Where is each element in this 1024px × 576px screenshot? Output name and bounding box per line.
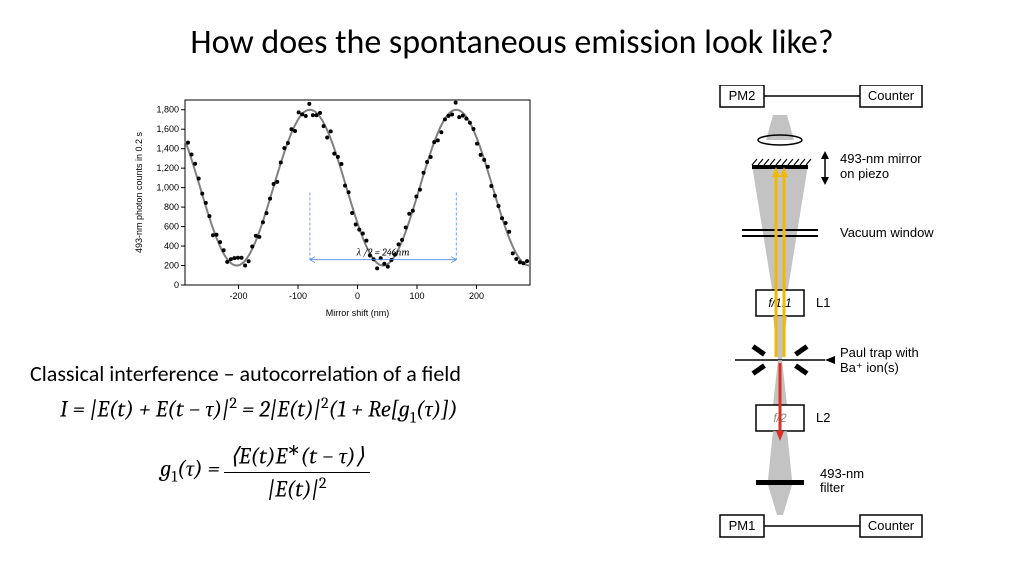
svg-text:f/1.1: f/1.1	[768, 296, 791, 310]
equation-intensity: I = |E(t) + E(t − τ)|2 = 2|E(t)|2(1 + Re…	[60, 395, 458, 427]
svg-text:0: 0	[174, 280, 179, 290]
svg-text:800: 800	[164, 202, 179, 212]
svg-text:493-nm mirror: 493-nm mirror	[840, 151, 922, 166]
subtitle-text: Classical interference – autocorrelation…	[30, 360, 461, 387]
svg-text:L2: L2	[816, 410, 830, 425]
setup-diagram: PM2 Counter 493-nm mirroron piezo Vacuum wi…	[710, 85, 1010, 565]
equation-g1: g1(τ) = ⟨E(t)E∗(t − τ)⟩ |E(t)|2	[160, 440, 374, 502]
svg-text:100: 100	[409, 291, 424, 301]
svg-text:1,400: 1,400	[156, 144, 179, 154]
svg-text:-100: -100	[289, 291, 307, 301]
svg-text:Paul trap with: Paul trap with	[840, 345, 919, 360]
svg-text:-200: -200	[230, 291, 248, 301]
svg-text:200: 200	[164, 261, 179, 271]
svg-text:1,800: 1,800	[156, 105, 179, 115]
svg-text:PM2: PM2	[729, 88, 756, 103]
svg-text:400: 400	[164, 241, 179, 251]
svg-text:Counter: Counter	[868, 518, 915, 533]
svg-text:1,600: 1,600	[156, 124, 179, 134]
svg-text:493-nm: 493-nm	[820, 466, 864, 481]
svg-text:1,200: 1,200	[156, 163, 179, 173]
svg-text:1,000: 1,000	[156, 183, 179, 193]
svg-text:PM1: PM1	[729, 518, 756, 533]
svg-text:Counter: Counter	[868, 88, 915, 103]
svg-text:0: 0	[355, 291, 360, 301]
svg-text:600: 600	[164, 222, 179, 232]
page-title: How does the spontaneous emission look l…	[0, 22, 1024, 63]
svg-text:Mirror shift (nm): Mirror shift (nm)	[326, 308, 390, 318]
svg-text:493-nm photon counts in 0.2 s: 493-nm photon counts in 0.2 s	[134, 131, 144, 253]
svg-text:λ /2 = 246nm: λ /2 = 246nm	[356, 247, 410, 259]
svg-text:Vacuum window: Vacuum window	[840, 225, 934, 240]
svg-text:200: 200	[469, 291, 484, 301]
svg-text:Ba⁺ ion(s): Ba⁺ ion(s)	[840, 360, 899, 375]
svg-text:L1: L1	[816, 295, 830, 310]
svg-text:on piezo: on piezo	[840, 166, 889, 181]
interference-chart: 0 200 400 600 800 1,000 1,200 1,400 1,600 1,800 -2…	[130, 90, 540, 320]
svg-text:filter: filter	[820, 480, 845, 495]
chart-svg: 0 200 400 600 800 1,000 1,200 1,400 1,600 1,800 -2…	[130, 90, 540, 320]
diagram-svg: PM2 Counter 493-nm mirroron piezo Vacuum wi…	[710, 85, 1010, 565]
